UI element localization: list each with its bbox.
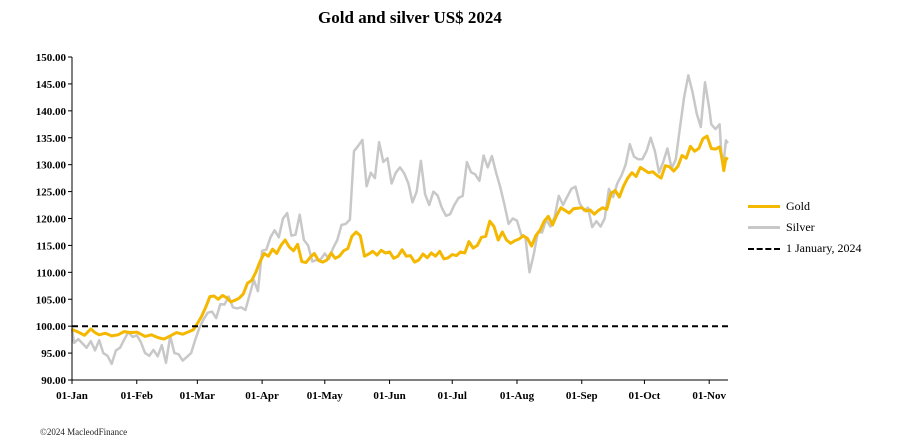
x-tick-label: 01-Nov <box>692 390 726 402</box>
y-tick-label: 105.00 <box>36 294 67 306</box>
x-tick-label: 01-Jan <box>56 390 88 402</box>
legend-swatch-gold <box>748 205 780 208</box>
x-tick-label: 01-Aug <box>500 390 535 402</box>
legend-swatch-silver <box>748 226 780 229</box>
y-tick-label: 110.00 <box>36 267 66 279</box>
x-tick-label: 01-Apr <box>245 390 279 402</box>
y-tick-label: 130.00 <box>36 160 67 172</box>
x-axis: 01-Jan 01-Feb 01-Mar 01-Apr 01-May 01-Jun 01-J… <box>56 380 726 402</box>
legend-item-baseline: 1 January, 2024 <box>748 238 862 259</box>
y-tick-label: 135.00 <box>36 133 67 145</box>
x-tick-label: 01-Feb <box>121 390 153 402</box>
x-tick-label: 01-Oct <box>629 390 661 402</box>
legend-label-baseline: 1 January, 2024 <box>786 241 862 255</box>
copyright-notice: ©2024 MacleodFinance <box>40 427 128 437</box>
legend-swatch-baseline <box>748 247 780 250</box>
x-tick-label: 01-May <box>307 390 344 402</box>
legend: Gold Silver 1 January, 2024 <box>748 196 862 259</box>
x-tick-label: 01-Jul <box>438 390 467 402</box>
y-tick-label: 145.00 <box>36 79 67 91</box>
legend-item-gold: Gold <box>748 196 862 217</box>
y-tick-label: 150.00 <box>36 52 67 64</box>
y-tick-label: 90.00 <box>41 375 66 387</box>
series-line-gold <box>71 134 729 341</box>
x-tick-label: 01-Jun <box>373 390 405 402</box>
legend-label-silver: Silver <box>786 220 815 234</box>
y-tick-label: 95.00 <box>41 348 66 360</box>
y-tick-label: 125.00 <box>36 187 67 199</box>
x-tick-label: 01-Sep <box>566 390 598 402</box>
chart-title: Gold and silver US$ 2024 <box>318 8 502 27</box>
y-tick-label: 120.00 <box>36 214 67 226</box>
y-tick-label: 140.00 <box>36 106 67 118</box>
y-tick-label: 115.00 <box>36 240 66 252</box>
y-axis: 90.00 95.00 100.00 105.00 110.00 115.00 120.00… <box>36 52 72 387</box>
series-line-silver <box>70 74 729 366</box>
y-tick-label: 100.00 <box>36 321 67 333</box>
legend-item-silver: Silver <box>748 217 862 238</box>
legend-label-gold: Gold <box>786 199 810 213</box>
series-layer <box>70 74 729 366</box>
x-tick-label: 01-Mar <box>180 390 216 402</box>
